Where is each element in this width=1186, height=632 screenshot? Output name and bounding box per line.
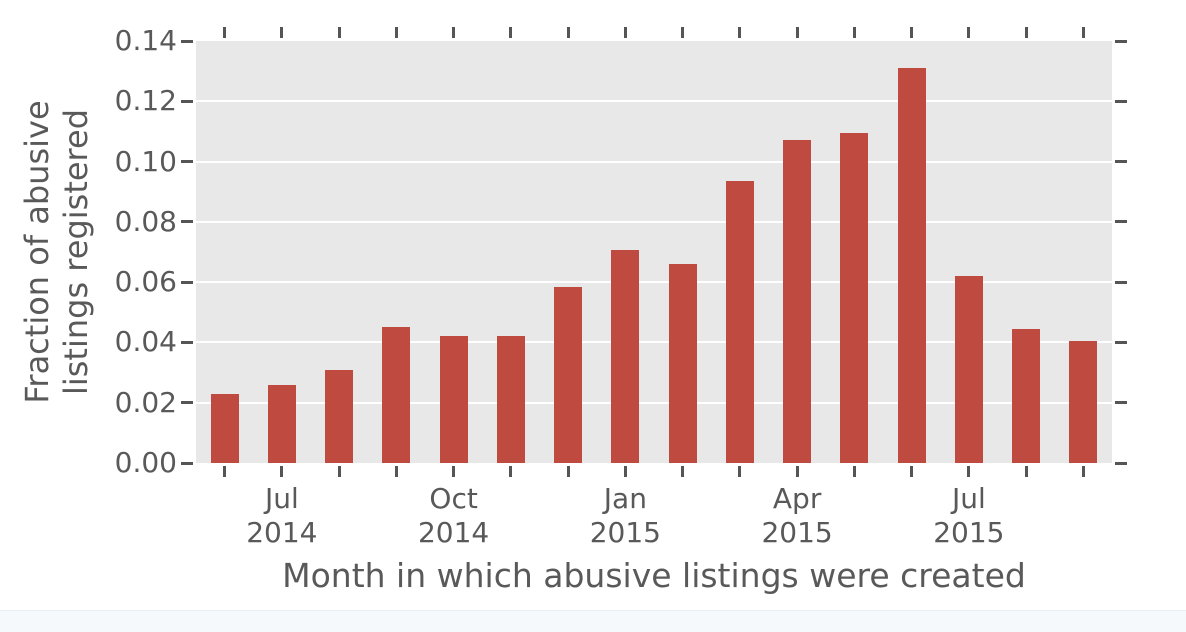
y-tick-mark-right xyxy=(1115,39,1127,43)
x-tick-mark-top xyxy=(1081,27,1085,38)
y-tick-mark-right xyxy=(1115,340,1127,344)
x-tick-mark-top xyxy=(280,27,284,38)
x-tick-mark-bottom xyxy=(337,466,341,477)
x-tick-mark-top xyxy=(452,27,456,38)
x-tick-label: Jul 2015 xyxy=(899,482,1039,550)
x-tick-mark-bottom xyxy=(795,466,799,477)
x-tick-mark-bottom xyxy=(1081,466,1085,477)
bar xyxy=(668,264,697,463)
x-tick-label-year: 2015 xyxy=(933,516,1005,549)
x-tick-label-year: 2014 xyxy=(417,516,490,549)
x-tick-label: Jan 2015 xyxy=(555,482,695,550)
bar xyxy=(267,384,296,463)
bar xyxy=(840,132,869,463)
gridline xyxy=(196,100,1112,103)
gridline xyxy=(196,401,1112,404)
bar xyxy=(325,369,354,463)
y-tick-mark-left xyxy=(181,461,193,465)
gridline xyxy=(196,281,1112,284)
bar xyxy=(1069,340,1098,463)
y-tick-label: 0.14 xyxy=(114,24,177,57)
y-tick-label: 0.06 xyxy=(114,265,177,299)
y-tick-label: 0.02 xyxy=(114,385,177,419)
y-tick-mark-left xyxy=(181,280,193,284)
x-tick-mark-bottom xyxy=(852,466,856,477)
x-tick-label-month: Jul xyxy=(951,482,986,515)
y-tick-mark-left xyxy=(181,401,193,405)
bar xyxy=(725,181,754,463)
bar xyxy=(210,393,239,463)
bar xyxy=(496,336,525,463)
x-tick-label-month: Jan xyxy=(603,482,647,515)
gridline xyxy=(196,341,1112,344)
x-tick-mark-bottom xyxy=(223,466,227,477)
x-tick-mark-bottom xyxy=(509,466,513,477)
x-tick-mark-top xyxy=(852,27,856,38)
x-axis-title: Month in which abusive listings were cre… xyxy=(282,556,1026,595)
bar xyxy=(439,336,468,463)
y-tick-mark-left xyxy=(181,220,193,224)
bar xyxy=(554,286,583,463)
bar xyxy=(1012,328,1041,463)
x-tick-label-month: Jul xyxy=(264,482,299,515)
x-tick-mark-bottom xyxy=(623,466,627,477)
x-tick-mark-top xyxy=(738,27,742,38)
bar xyxy=(897,68,926,463)
x-tick-mark-top xyxy=(623,27,627,38)
y-tick-label: 0.04 xyxy=(114,325,177,359)
x-tick-mark-top xyxy=(967,27,971,38)
bar xyxy=(783,140,812,463)
x-tick-mark-top xyxy=(394,27,398,38)
x-tick-mark-bottom xyxy=(910,466,914,477)
y-tick-mark-left xyxy=(181,99,193,103)
y-tick-label: 0.08 xyxy=(114,204,177,238)
x-tick-label-year: 2015 xyxy=(589,516,661,549)
x-tick-mark-bottom xyxy=(738,466,742,477)
y-tick-mark-right xyxy=(1115,401,1127,405)
x-tick-label: Jul 2014 xyxy=(212,482,352,550)
x-tick-label-month: Apr xyxy=(772,482,822,515)
x-tick-mark-top xyxy=(223,27,227,38)
y-tick-mark-left xyxy=(181,160,193,164)
y-tick-mark-right xyxy=(1115,99,1127,103)
x-tick-mark-top xyxy=(910,27,914,38)
gridline xyxy=(196,220,1112,223)
x-tick-label: Oct 2014 xyxy=(384,482,524,550)
x-tick-mark-bottom xyxy=(394,466,398,477)
x-tick-mark-bottom xyxy=(280,466,284,477)
y-tick-label: 0.00 xyxy=(114,446,177,479)
y-axis-title-line1: Fraction of abusive xyxy=(18,100,56,404)
x-tick-label-year: 2015 xyxy=(761,516,833,549)
x-tick-mark-top xyxy=(509,27,513,38)
x-tick-label-month: Oct xyxy=(429,482,478,515)
x-tick-mark-bottom xyxy=(681,466,685,477)
y-tick-label: 0.12 xyxy=(114,84,177,118)
y-tick-mark-left xyxy=(181,39,193,43)
x-tick-mark-bottom xyxy=(1024,466,1028,477)
x-tick-mark-top xyxy=(337,27,341,38)
y-tick-mark-right xyxy=(1115,220,1127,224)
x-tick-mark-bottom xyxy=(452,466,456,477)
x-tick-mark-top xyxy=(566,27,570,38)
x-tick-mark-top xyxy=(795,27,799,38)
gridline xyxy=(196,160,1112,163)
x-tick-mark-top xyxy=(681,27,685,38)
bar xyxy=(611,250,640,463)
x-tick-mark-top xyxy=(1024,27,1028,38)
bar xyxy=(954,276,983,463)
plot-area xyxy=(196,41,1112,463)
x-tick-mark-bottom xyxy=(967,466,971,477)
bottom-band xyxy=(0,610,1186,632)
x-tick-label: Apr 2015 xyxy=(727,482,867,550)
x-tick-label-year: 2014 xyxy=(246,516,318,549)
y-tick-mark-right xyxy=(1115,160,1127,164)
bar xyxy=(382,327,411,463)
y-tick-mark-right xyxy=(1115,280,1127,284)
y-tick-mark-right xyxy=(1115,461,1127,465)
x-tick-mark-bottom xyxy=(566,466,570,477)
y-tick-mark-left xyxy=(181,340,193,344)
y-tick-label: 0.10 xyxy=(114,144,177,178)
